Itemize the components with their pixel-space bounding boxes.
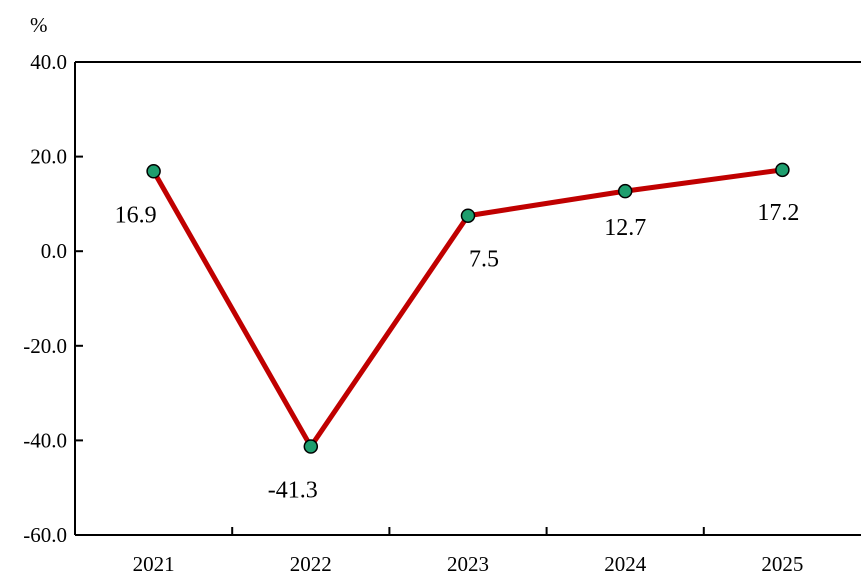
y-unit-label: % bbox=[30, 13, 48, 37]
x-tick-label: 2022 bbox=[290, 552, 332, 574]
data-point-marker bbox=[460, 208, 476, 223]
data-label: -41.3 bbox=[268, 478, 318, 504]
data-labels: 16.9 -41.3 7.5 12.7 17.2 bbox=[115, 200, 800, 504]
x-tick-label: 2024 bbox=[604, 552, 647, 574]
x-tick-label: 2021 bbox=[133, 552, 175, 574]
y-tick-label: 20.0 bbox=[30, 145, 67, 169]
data-point-marker bbox=[775, 162, 790, 178]
data-point-marker bbox=[303, 439, 319, 454]
data-label: 17.2 bbox=[757, 200, 799, 226]
y-tick-label: -40.0 bbox=[23, 428, 67, 452]
x-tick-label: 2023 bbox=[447, 552, 489, 574]
y-tick-label: 0.0 bbox=[41, 239, 67, 263]
series bbox=[146, 162, 790, 454]
data-label: 16.9 bbox=[115, 202, 157, 228]
y-ticks: 40.0 20.0 0.0 -20.0 -40.0 -60.0 bbox=[23, 50, 83, 547]
data-label: 12.7 bbox=[604, 215, 646, 241]
data-point-marker bbox=[146, 164, 161, 179]
y-tick-label: 40.0 bbox=[30, 50, 67, 74]
y-tick-label: -60.0 bbox=[23, 523, 67, 547]
x-tick-label: 2025 bbox=[761, 552, 803, 574]
axes bbox=[74, 61, 861, 536]
y-tick-label: -20.0 bbox=[23, 334, 67, 358]
data-label: 7.5 bbox=[469, 247, 499, 273]
data-point-marker bbox=[617, 183, 633, 199]
x-ticks: 2021 2022 2023 2024 2025 bbox=[133, 527, 803, 574]
